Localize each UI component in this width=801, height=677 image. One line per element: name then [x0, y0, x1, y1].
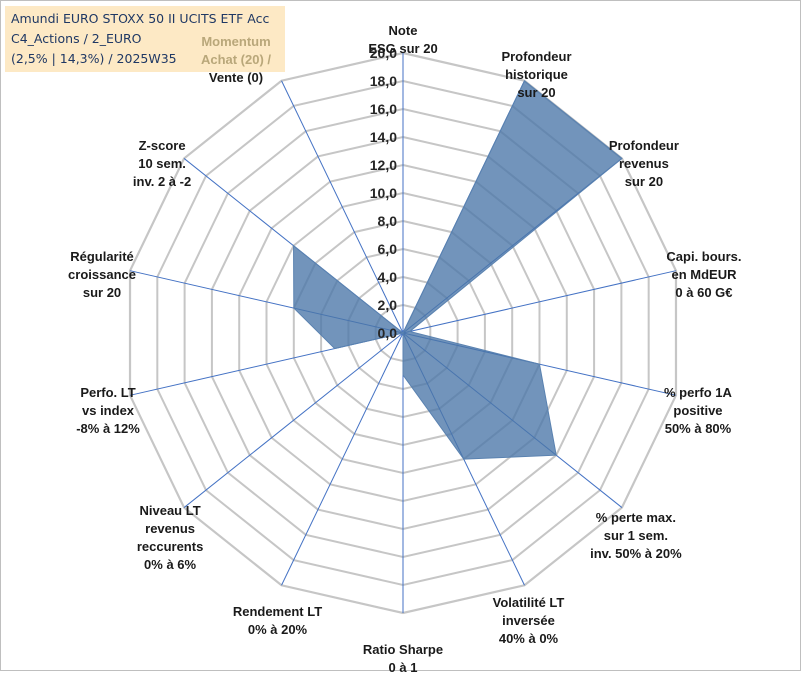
- axis-label-line: Volatilité LT: [492, 595, 565, 611]
- axis-label-line: Capi. bours.: [666, 248, 742, 264]
- axis-label-line: inv. 50% à 20%: [590, 545, 682, 561]
- tick-label: 12,0: [370, 157, 397, 173]
- axis-label-line: positive: [673, 403, 723, 419]
- axis-label-line: Profondeur: [608, 138, 679, 154]
- axis-label: Ratio Sharpe 0 à 1: [333, 641, 473, 677]
- axis-label-line: croissance: [68, 266, 136, 282]
- tick-labels: 0,0 2,0 4,0 6,0 8,0 10,0 12,0 14,0 16,0 18,0 20,0: [370, 45, 397, 341]
- axis-label-line: 40% à 0%: [498, 631, 559, 647]
- tick-label: 16,0: [370, 101, 397, 117]
- axis-label-line: Rendement LT: [232, 604, 323, 620]
- axis-label-line: 50% à 80%: [664, 421, 732, 437]
- axis-label: % perte max. sur 1 sem. inv. 50% à 20%: [566, 509, 706, 563]
- axis-label-line: 10 sem.: [138, 156, 186, 172]
- axis-label-line: Z-score: [138, 138, 186, 154]
- axis-label-line: revenus: [145, 520, 196, 536]
- axis-label-line: historique: [505, 66, 568, 82]
- axis-label-line: Note: [388, 23, 418, 38]
- axis-label-line: sur 20: [517, 84, 556, 100]
- axis-label-line: Régularité: [70, 248, 134, 264]
- series-polygon: [293, 79, 623, 460]
- axis-label: Profondeur revenus sur 20: [574, 137, 714, 191]
- axis-label-line: Perfo. LT: [80, 385, 136, 401]
- axis-spoke: [281, 332, 404, 586]
- axis-label: Note ESG sur 20: [333, 22, 473, 58]
- axis-spoke: [281, 80, 404, 334]
- axis-label-line: ESG sur 20: [368, 41, 438, 56]
- title-line-2: C4_Actions / 2_EURO: [11, 31, 142, 46]
- axis-spoke: [183, 332, 404, 508]
- axis-label-line: Niveau LT: [139, 502, 201, 518]
- tick-label: 20,0: [370, 45, 397, 61]
- axis-label: Perfo. LT vs index -8% à 12%: [38, 384, 178, 438]
- axis-label: Z-score 10 sem. inv. 2 à -2: [92, 137, 232, 191]
- axis-label-line: Vente (0): [208, 70, 264, 85]
- tick-label: 6,0: [378, 241, 398, 257]
- axis-label-line: 0% à 6%: [144, 556, 197, 572]
- axis-label-line: % perfo 1A: [664, 385, 732, 401]
- axis-label-line: 0 à 1: [388, 660, 418, 675]
- axis-label-line: Ratio Sharpe: [362, 642, 444, 657]
- axis-label-line: % perte max.: [595, 509, 676, 525]
- axis-label-line: en MdEUR: [671, 266, 737, 282]
- axis-label: Volatilité LT inversée 40% à 0%: [458, 594, 598, 648]
- axis-label: Rendement LT 0% à 20%: [208, 603, 348, 639]
- tick-label: 14,0: [370, 129, 397, 145]
- series-area: [293, 79, 623, 460]
- axis-label-line: reccurents: [136, 538, 204, 554]
- title-line-3: (2,5% | 14,3%) / 2025W35: [11, 51, 177, 66]
- tick-label: 8,0: [378, 213, 398, 229]
- axis-label-line: 0% à 20%: [247, 622, 308, 638]
- axis-label-line: inversée: [502, 613, 555, 629]
- axis-label-line: Momentum: [201, 34, 271, 49]
- tick-label: 4,0: [378, 269, 398, 285]
- axis-label-line: inv. 2 à -2: [132, 174, 192, 190]
- axis-label: Capi. bours. en MdEUR 0 à 60 G€: [634, 248, 774, 302]
- axis-label-line: sur 1 sem.: [603, 527, 669, 543]
- axis-label-line: vs index: [82, 403, 135, 419]
- axis-label-line: Achat (20) /: [200, 52, 272, 67]
- axis-label-line: -8% à 12%: [76, 421, 140, 437]
- tick-label: 10,0: [370, 185, 397, 201]
- axis-label-line: sur 20: [82, 284, 122, 300]
- axis-label-line: sur 20: [624, 174, 664, 190]
- axis-label: Régularité croissance sur 20: [32, 248, 172, 302]
- title-line-1: Amundi EURO STOXX 50 II UCITS ETF Acc: [11, 11, 270, 26]
- tick-label: 2,0: [378, 297, 398, 313]
- axis-label-line: Profondeur: [501, 48, 572, 64]
- title-box: Amundi EURO STOXX 50 II UCITS ETF Acc C4…: [5, 6, 285, 72]
- axis-label-line: revenus: [618, 156, 669, 172]
- axis-spoke: [402, 270, 677, 334]
- axis-label: % perfo 1A positive 50% à 80%: [628, 384, 768, 438]
- axis-label: Profondeur historique sur 20: [466, 48, 606, 102]
- axis-label: Niveau LT revenus reccurents 0% à 6%: [100, 502, 240, 574]
- tick-label: 18,0: [370, 73, 397, 89]
- axis-label-line: 0 à 60 G€: [675, 284, 733, 300]
- tick-label: 0,0: [378, 325, 398, 341]
- axis-label-momentum: Momentum Achat (20) / Vente (0): [166, 33, 306, 87]
